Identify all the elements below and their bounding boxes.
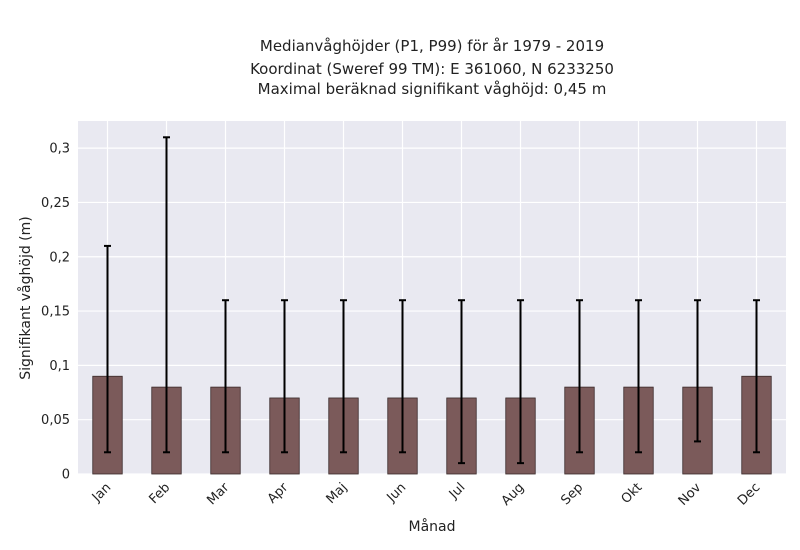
plot-area [78, 121, 786, 474]
y-tick-label: 0,1 [49, 359, 70, 374]
x-tick-label: Nov [676, 480, 705, 509]
chart-title: Medianvåghöjder (P1, P99) för år 1979 - … [250, 37, 614, 98]
y-tick-label: 0,25 [41, 196, 70, 211]
x-tick-label: Aug [499, 480, 528, 509]
x-tick-label: Maj [324, 480, 351, 507]
y-tick-label: 0 [62, 468, 70, 483]
title-line-3: Maximal beräknad signifikant våghöjd: 0,… [258, 80, 607, 98]
x-tick-label: Okt [619, 480, 646, 507]
x-tick-label: Jun [384, 480, 410, 506]
x-tick-label: Dec [735, 480, 763, 508]
x-tick-label: Apr [265, 480, 292, 507]
x-tick-label: Mar [204, 480, 232, 508]
x-axis-label: Månad [409, 518, 456, 535]
y-tick-label: 0,2 [49, 250, 70, 265]
y-tick-label: 0,3 [49, 142, 70, 157]
error-bars [104, 136, 760, 465]
x-tick-label: Jan [89, 480, 114, 505]
x-tick-label: Jul [446, 480, 468, 502]
y-axis-label: Signifikant våghöjd (m) [17, 216, 34, 379]
title-line-2: Koordinat (Sweref 99 TM): E 361060, N 62… [250, 60, 614, 78]
x-tick-label: Sep [558, 480, 586, 508]
y-tick-labels: 0 0,05 0,1 0,15 0,2 0,25 0,3 [41, 142, 70, 483]
y-tick-label: 0,15 [41, 305, 70, 320]
y-tick-label: 0,05 [41, 413, 70, 428]
x-tick-labels: Jan Feb Mar Apr Maj Jun Jul Aug Sep Okt Nov Dec [89, 480, 763, 509]
title-line-1: Medianvåghöjder (P1, P99) för år 1979 - … [260, 37, 604, 55]
x-tick-label: Feb [146, 480, 173, 507]
